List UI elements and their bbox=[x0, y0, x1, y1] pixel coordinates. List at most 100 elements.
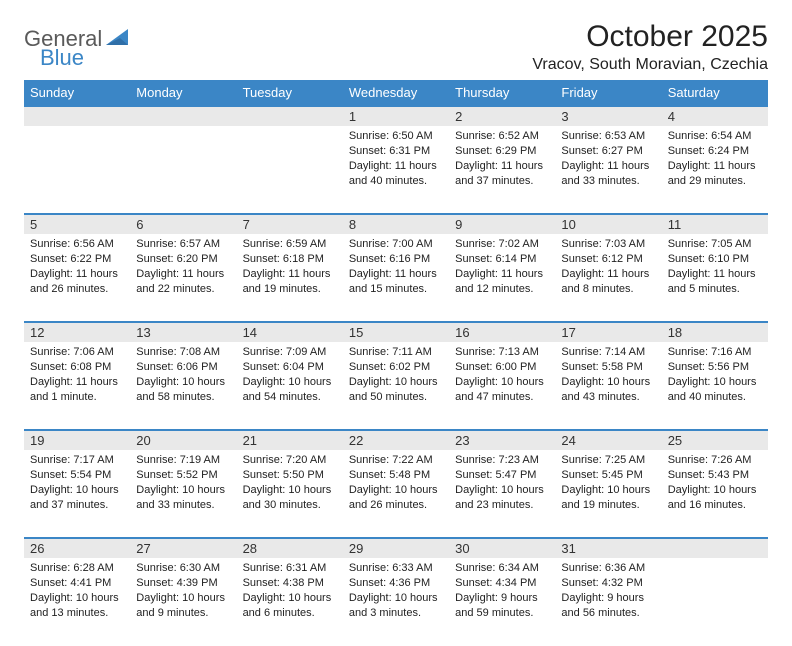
day-number: 10 bbox=[555, 214, 661, 234]
sunrise-line: Sunrise: 7:23 AM bbox=[455, 453, 549, 468]
sunset-line: Sunset: 6:20 PM bbox=[136, 252, 230, 267]
daylight-line: Daylight: 11 hours and 15 minutes. bbox=[349, 267, 443, 297]
day-number bbox=[130, 106, 236, 126]
day-cell: Sunrise: 6:33 AMSunset: 4:36 PMDaylight:… bbox=[343, 558, 449, 646]
daylight-line: Daylight: 11 hours and 19 minutes. bbox=[243, 267, 337, 297]
day-cell: Sunrise: 6:53 AMSunset: 6:27 PMDaylight:… bbox=[555, 126, 661, 214]
daylight-line: Daylight: 9 hours and 59 minutes. bbox=[455, 591, 549, 621]
day-number: 9 bbox=[449, 214, 555, 234]
day-cell: Sunrise: 6:52 AMSunset: 6:29 PMDaylight:… bbox=[449, 126, 555, 214]
sunset-line: Sunset: 4:32 PM bbox=[561, 576, 655, 591]
day-cell: Sunrise: 7:17 AMSunset: 5:54 PMDaylight:… bbox=[24, 450, 130, 538]
weekday-header: Sunday bbox=[24, 80, 130, 106]
day-number bbox=[24, 106, 130, 126]
day-cell: Sunrise: 7:16 AMSunset: 5:56 PMDaylight:… bbox=[662, 342, 768, 430]
sunset-line: Sunset: 6:22 PM bbox=[30, 252, 124, 267]
daylight-line: Daylight: 11 hours and 40 minutes. bbox=[349, 159, 443, 189]
sunrise-line: Sunrise: 7:20 AM bbox=[243, 453, 337, 468]
day-cell: Sunrise: 6:31 AMSunset: 4:38 PMDaylight:… bbox=[237, 558, 343, 646]
day-cell: Sunrise: 6:30 AMSunset: 4:39 PMDaylight:… bbox=[130, 558, 236, 646]
sunset-line: Sunset: 6:12 PM bbox=[561, 252, 655, 267]
sunset-line: Sunset: 6:00 PM bbox=[455, 360, 549, 375]
daylight-line: Daylight: 10 hours and 13 minutes. bbox=[30, 591, 124, 621]
sunrise-line: Sunrise: 7:02 AM bbox=[455, 237, 549, 252]
sunrise-line: Sunrise: 6:56 AM bbox=[30, 237, 124, 252]
day-cell: Sunrise: 7:26 AMSunset: 5:43 PMDaylight:… bbox=[662, 450, 768, 538]
sunset-line: Sunset: 4:39 PM bbox=[136, 576, 230, 591]
sunset-line: Sunset: 5:48 PM bbox=[349, 468, 443, 483]
sunrise-line: Sunrise: 6:59 AM bbox=[243, 237, 337, 252]
day-number: 3 bbox=[555, 106, 661, 126]
day-number: 13 bbox=[130, 322, 236, 342]
daylight-line: Daylight: 10 hours and 58 minutes. bbox=[136, 375, 230, 405]
sunset-line: Sunset: 5:43 PM bbox=[668, 468, 762, 483]
sunrise-line: Sunrise: 6:50 AM bbox=[349, 129, 443, 144]
weekday-header: Friday bbox=[555, 80, 661, 106]
day-number: 31 bbox=[555, 538, 661, 558]
day-number: 7 bbox=[237, 214, 343, 234]
day-cell: Sunrise: 7:03 AMSunset: 6:12 PMDaylight:… bbox=[555, 234, 661, 322]
month-title: October 2025 bbox=[532, 20, 768, 54]
daylight-line: Daylight: 11 hours and 1 minute. bbox=[30, 375, 124, 405]
sunset-line: Sunset: 6:24 PM bbox=[668, 144, 762, 159]
day-number: 18 bbox=[662, 322, 768, 342]
calendar-page: General Blue October 2025 Vracov, South … bbox=[0, 0, 792, 646]
sunset-line: Sunset: 6:04 PM bbox=[243, 360, 337, 375]
sunrise-line: Sunrise: 7:22 AM bbox=[349, 453, 443, 468]
sunset-line: Sunset: 5:50 PM bbox=[243, 468, 337, 483]
day-cell bbox=[130, 126, 236, 214]
daylight-line: Daylight: 11 hours and 12 minutes. bbox=[455, 267, 549, 297]
sunrise-line: Sunrise: 7:19 AM bbox=[136, 453, 230, 468]
daylight-line: Daylight: 11 hours and 29 minutes. bbox=[668, 159, 762, 189]
day-number: 16 bbox=[449, 322, 555, 342]
day-content-row: Sunrise: 7:06 AMSunset: 6:08 PMDaylight:… bbox=[24, 342, 768, 430]
day-cell: Sunrise: 6:59 AMSunset: 6:18 PMDaylight:… bbox=[237, 234, 343, 322]
day-cell: Sunrise: 6:36 AMSunset: 4:32 PMDaylight:… bbox=[555, 558, 661, 646]
day-number: 11 bbox=[662, 214, 768, 234]
daynum-row: 262728293031 bbox=[24, 538, 768, 558]
sunrise-line: Sunrise: 7:03 AM bbox=[561, 237, 655, 252]
weekday-header-row: Sunday Monday Tuesday Wednesday Thursday… bbox=[24, 80, 768, 106]
sunrise-line: Sunrise: 7:11 AM bbox=[349, 345, 443, 360]
daylight-line: Daylight: 10 hours and 43 minutes. bbox=[561, 375, 655, 405]
day-cell: Sunrise: 7:22 AMSunset: 5:48 PMDaylight:… bbox=[343, 450, 449, 538]
day-number: 19 bbox=[24, 430, 130, 450]
day-cell: Sunrise: 6:54 AMSunset: 6:24 PMDaylight:… bbox=[662, 126, 768, 214]
daylight-line: Daylight: 10 hours and 16 minutes. bbox=[668, 483, 762, 513]
sunset-line: Sunset: 5:47 PM bbox=[455, 468, 549, 483]
sunset-line: Sunset: 6:16 PM bbox=[349, 252, 443, 267]
sunset-line: Sunset: 6:14 PM bbox=[455, 252, 549, 267]
daylight-line: Daylight: 11 hours and 33 minutes. bbox=[561, 159, 655, 189]
sunrise-line: Sunrise: 7:00 AM bbox=[349, 237, 443, 252]
day-number: 5 bbox=[24, 214, 130, 234]
day-cell: Sunrise: 6:56 AMSunset: 6:22 PMDaylight:… bbox=[24, 234, 130, 322]
day-number: 1 bbox=[343, 106, 449, 126]
day-number bbox=[662, 538, 768, 558]
sunset-line: Sunset: 5:52 PM bbox=[136, 468, 230, 483]
day-cell: Sunrise: 7:00 AMSunset: 6:16 PMDaylight:… bbox=[343, 234, 449, 322]
day-cell: Sunrise: 6:34 AMSunset: 4:34 PMDaylight:… bbox=[449, 558, 555, 646]
daynum-row: 1234 bbox=[24, 106, 768, 126]
day-content-row: Sunrise: 7:17 AMSunset: 5:54 PMDaylight:… bbox=[24, 450, 768, 538]
sunrise-line: Sunrise: 7:13 AM bbox=[455, 345, 549, 360]
day-cell: Sunrise: 7:13 AMSunset: 6:00 PMDaylight:… bbox=[449, 342, 555, 430]
sunset-line: Sunset: 5:54 PM bbox=[30, 468, 124, 483]
daylight-line: Daylight: 10 hours and 54 minutes. bbox=[243, 375, 337, 405]
sunrise-line: Sunrise: 7:05 AM bbox=[668, 237, 762, 252]
brand-part2: Blue bbox=[40, 45, 84, 70]
brand-triangle-icon bbox=[106, 27, 132, 52]
day-cell bbox=[662, 558, 768, 646]
day-number: 22 bbox=[343, 430, 449, 450]
day-cell: Sunrise: 7:11 AMSunset: 6:02 PMDaylight:… bbox=[343, 342, 449, 430]
sunrise-line: Sunrise: 6:31 AM bbox=[243, 561, 337, 576]
sunrise-line: Sunrise: 7:14 AM bbox=[561, 345, 655, 360]
daylight-line: Daylight: 11 hours and 22 minutes. bbox=[136, 267, 230, 297]
day-number: 15 bbox=[343, 322, 449, 342]
day-cell: Sunrise: 6:28 AMSunset: 4:41 PMDaylight:… bbox=[24, 558, 130, 646]
daylight-line: Daylight: 11 hours and 37 minutes. bbox=[455, 159, 549, 189]
sunrise-line: Sunrise: 7:25 AM bbox=[561, 453, 655, 468]
day-cell: Sunrise: 6:50 AMSunset: 6:31 PMDaylight:… bbox=[343, 126, 449, 214]
daynum-row: 12131415161718 bbox=[24, 322, 768, 342]
sunrise-line: Sunrise: 6:30 AM bbox=[136, 561, 230, 576]
day-number: 4 bbox=[662, 106, 768, 126]
